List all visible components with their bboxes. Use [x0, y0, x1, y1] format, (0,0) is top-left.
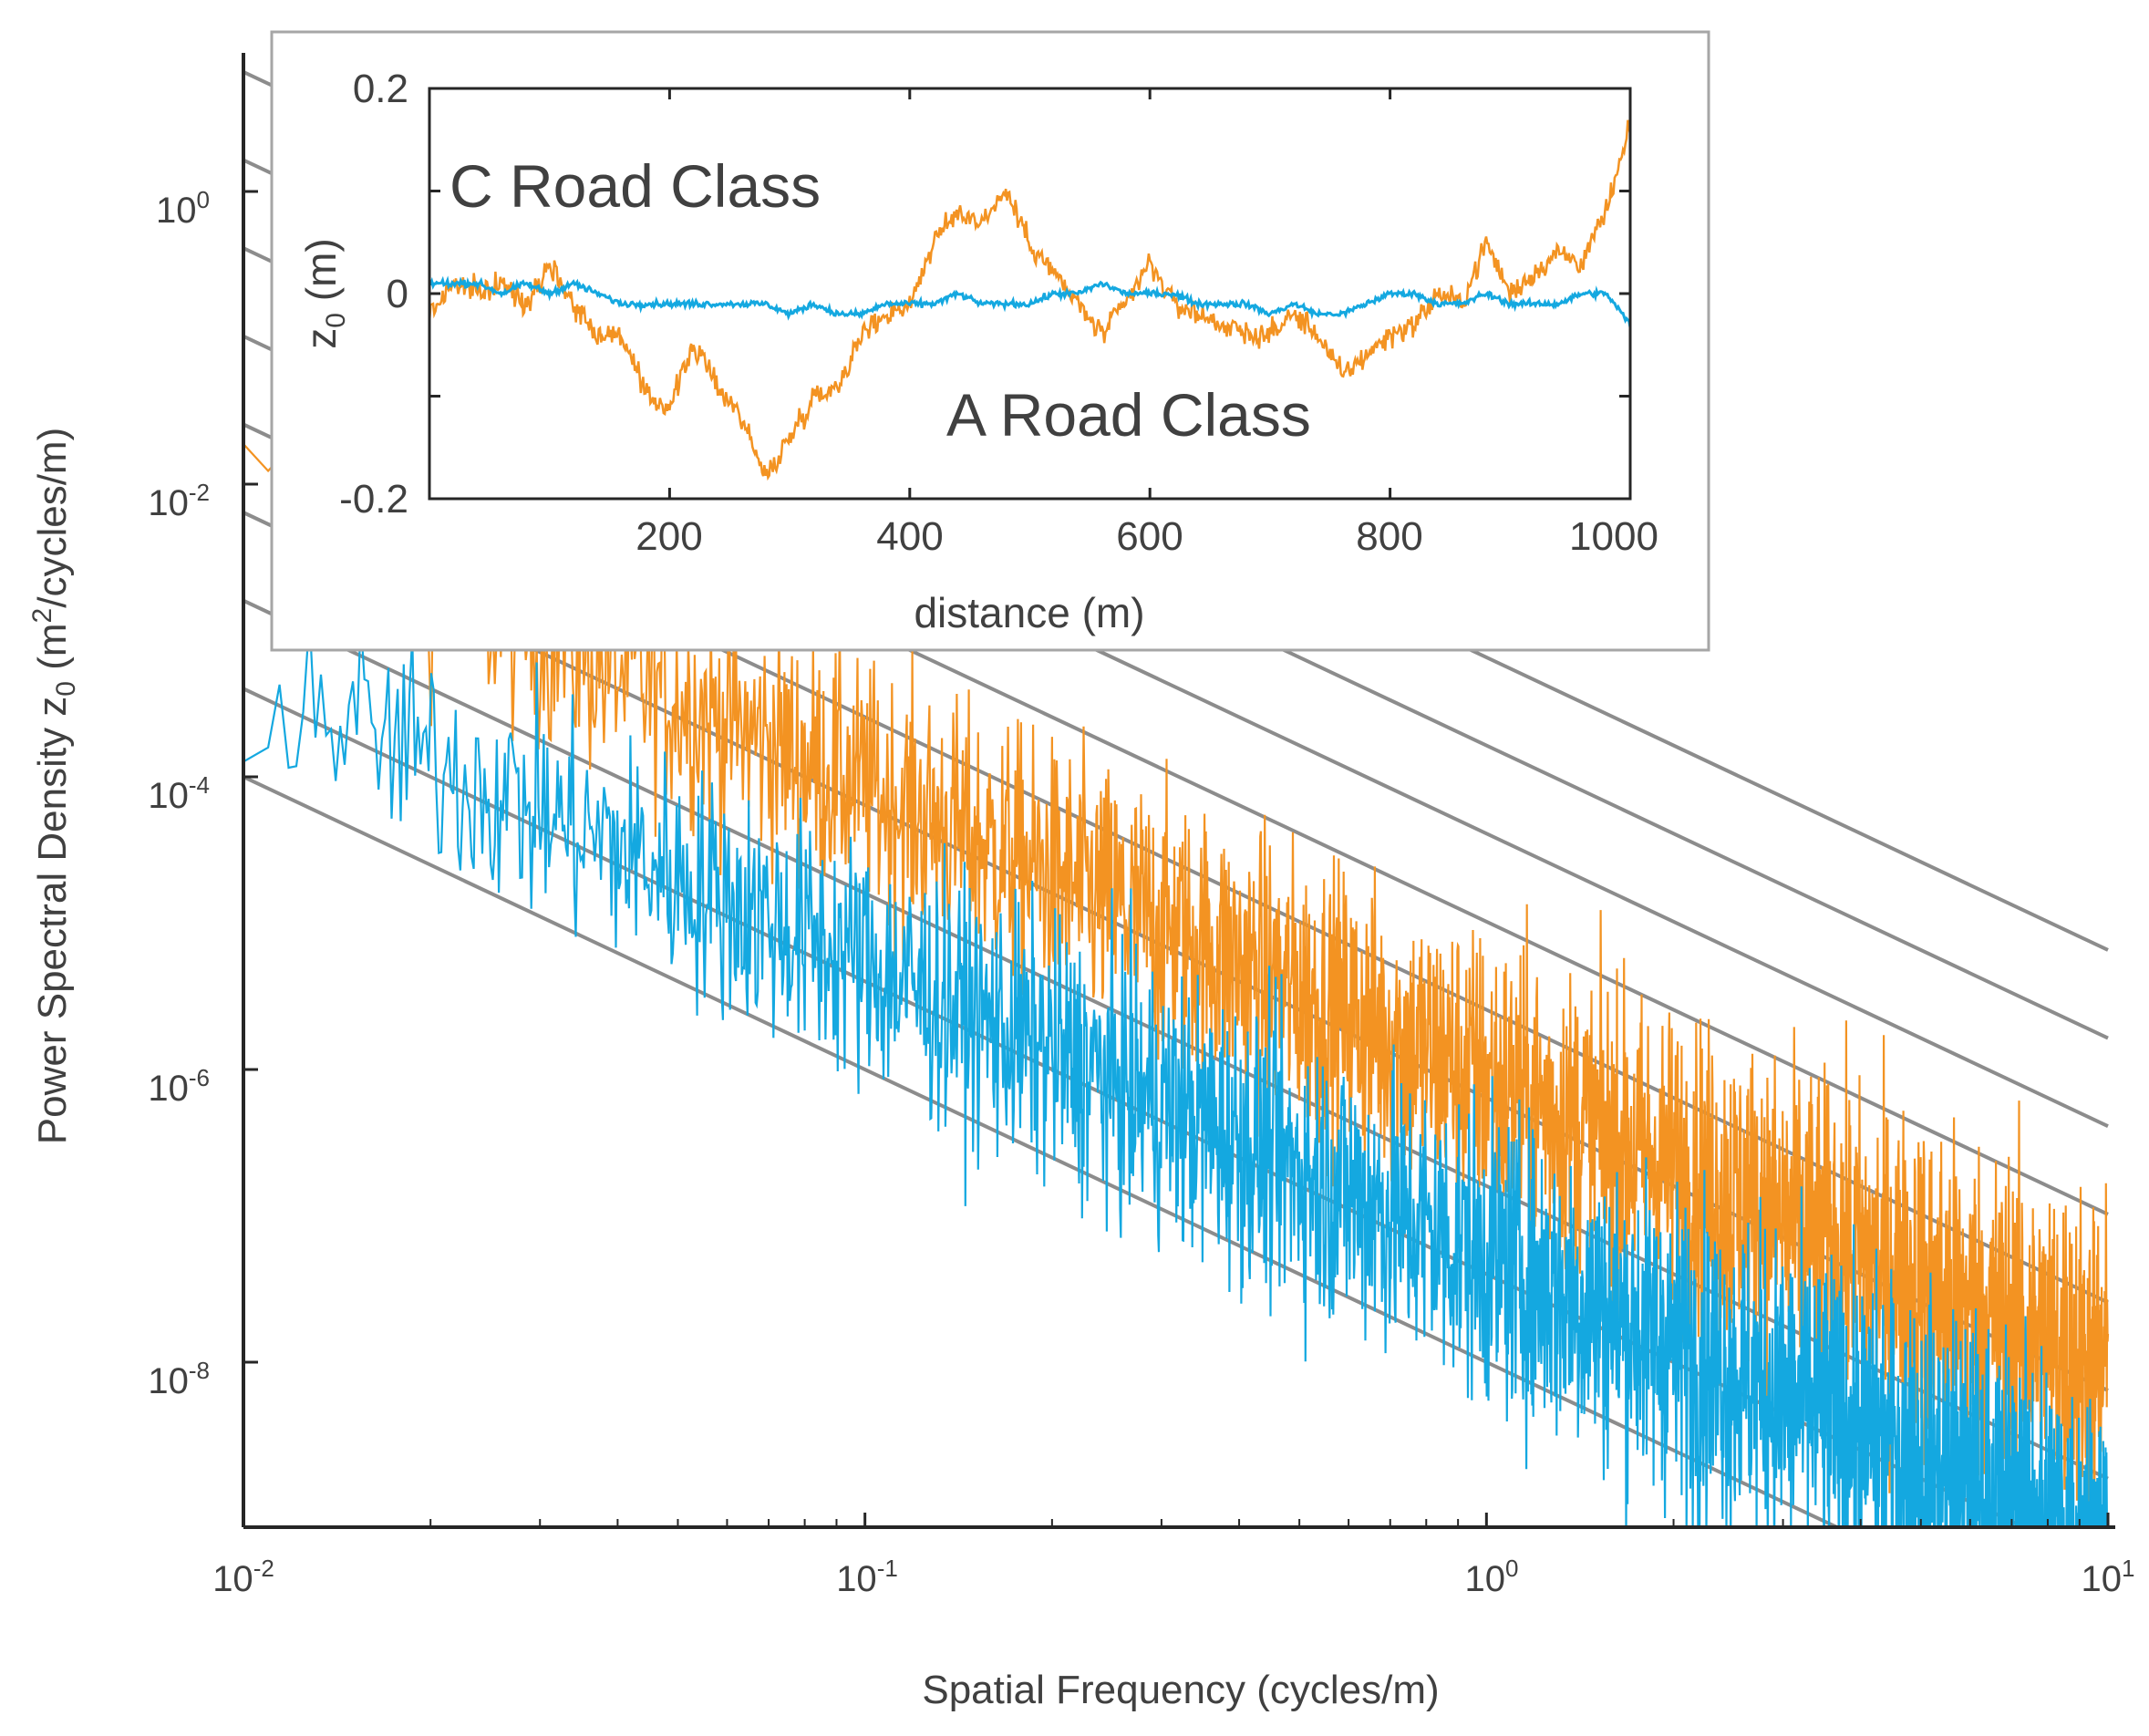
a-road-class-psd-line: [243, 617, 2109, 1527]
y-tick-label: 10-2: [148, 479, 210, 523]
x-tick-label: 10-2: [212, 1555, 274, 1599]
inset-y-tick-label: 0.2: [353, 67, 408, 111]
inset-series-group: [429, 119, 1630, 481]
inset-x-tick-label: 400: [876, 514, 943, 559]
inset-ticks: [429, 87, 1632, 501]
x-tick-label: 101: [2082, 1555, 2135, 1599]
main-ticks: [242, 190, 2110, 1527]
y-tick-label: 10-8: [148, 1357, 210, 1401]
x-axis-title: Spatial Frequency (cycles/m): [922, 1668, 1439, 1712]
y-tick-label: 10-6: [148, 1064, 210, 1109]
psd-series-group: [243, 443, 2110, 1527]
inset-x-tick-label: 200: [635, 514, 702, 559]
inset-y-tick-label: -0.2: [339, 477, 408, 522]
c-road-class-label: C Road Class: [449, 152, 821, 220]
x-tick-label: 10-1: [836, 1555, 898, 1599]
a-road-class-label: A Road Class: [946, 381, 1311, 449]
inset-plot: -0.2 0 0.2 200 400 600 800 1000 distance…: [270, 30, 1710, 652]
main-axes: [242, 53, 2115, 1529]
inset-y-tick-label: 0: [387, 272, 408, 316]
y-axis-title: Power Spectral Density z0 (m2/cycles/m): [27, 428, 81, 1144]
y-tick-label: 100: [156, 186, 210, 231]
inset-frame: [270, 30, 1710, 652]
inset-x-axis-title: distance (m): [914, 589, 1144, 636]
inset-x-tick-label: 1000: [1569, 514, 1658, 559]
c-road-profile-line: [429, 119, 1630, 481]
x-tick-label: 100: [1465, 1555, 1519, 1599]
inset-y-axis-title: z0 (m): [297, 238, 351, 348]
a-road-profile-line: [429, 275, 1630, 328]
y-tick-label: 10-4: [148, 771, 210, 816]
inset-x-tick-label: 600: [1116, 514, 1183, 559]
inset-x-tick-label: 800: [1356, 514, 1422, 559]
